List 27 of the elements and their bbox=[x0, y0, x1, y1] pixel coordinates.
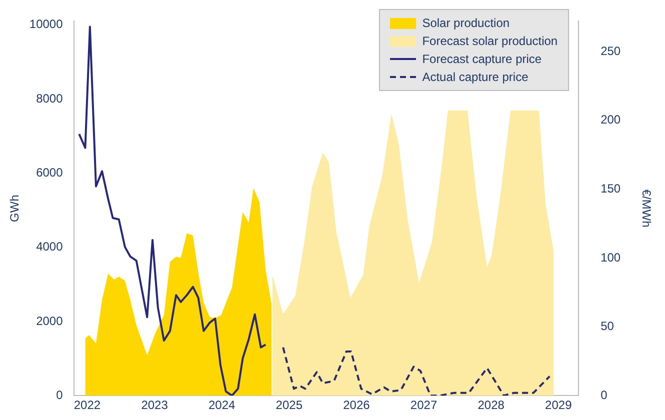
y2-tick-label: 150 bbox=[600, 181, 621, 196]
y-tick-label: 0 bbox=[56, 388, 64, 402]
x-tick-label: 2028 bbox=[478, 398, 505, 412]
y2-axis-title: €/MWh bbox=[639, 189, 654, 228]
x-tick-label: 2025 bbox=[276, 398, 303, 412]
x-tick-label: 2026 bbox=[343, 398, 370, 412]
y2-tick-label: 0 bbox=[600, 388, 608, 402]
x-tick-label: 2022 bbox=[74, 398, 101, 412]
y-tick-label: 10000 bbox=[29, 17, 64, 32]
line-series bbox=[282, 346, 551, 396]
x-tick-label: 2029 bbox=[545, 398, 572, 412]
y2-tick-label: 50 bbox=[600, 319, 614, 334]
x-tick-label: 2023 bbox=[141, 398, 168, 412]
legend-label: Solar production bbox=[422, 16, 510, 30]
x-tick-label: 2024 bbox=[208, 398, 236, 412]
y-tick-label: 6000 bbox=[36, 165, 64, 180]
y2-tick-label: 250 bbox=[600, 44, 621, 58]
x-tick-label: 2027 bbox=[410, 398, 438, 412]
y-axis-title: GWh bbox=[8, 194, 22, 222]
y2-tick-label: 100 bbox=[600, 250, 621, 264]
y-tick-label: 8000 bbox=[36, 91, 64, 106]
y-tick-label: 2000 bbox=[36, 314, 64, 328]
legend-label: Forecast solar production bbox=[422, 34, 558, 48]
y2-tick-label: 200 bbox=[600, 112, 621, 127]
y-tick-label: 4000 bbox=[36, 240, 64, 254]
legend-label: Actual capture price bbox=[422, 70, 528, 84]
legend-label: Forecast capture price bbox=[422, 52, 542, 66]
